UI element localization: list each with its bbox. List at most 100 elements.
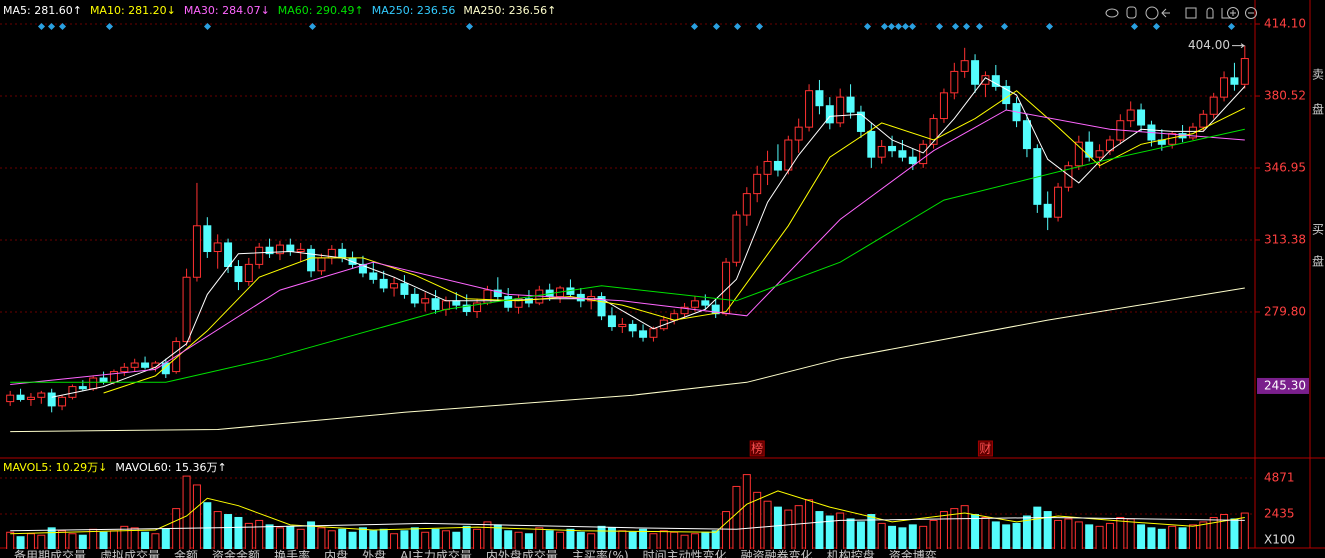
y-tick-label: 380.52 — [1264, 89, 1306, 103]
volume-bar — [203, 502, 212, 551]
event-marker — [863, 22, 872, 31]
candle-body — [390, 283, 399, 289]
volume-bar — [286, 525, 295, 551]
candle-body — [6, 394, 15, 403]
volume-bar — [141, 531, 150, 551]
lock-icon[interactable] — [1206, 7, 1214, 19]
max-label: 404.00 — [1188, 38, 1230, 52]
candle-body — [369, 272, 378, 280]
candle-body — [639, 330, 648, 338]
volume-bar — [1178, 527, 1187, 551]
volume-bar — [680, 534, 689, 551]
candle-body — [493, 289, 502, 298]
zoom-icon[interactable] — [1185, 7, 1197, 19]
tab[interactable]: 内盘 — [324, 549, 349, 558]
back-icon[interactable] — [1161, 8, 1170, 18]
candle-body — [192, 225, 201, 278]
candle-body — [275, 244, 284, 255]
volume-bar — [182, 475, 191, 551]
candle-body — [846, 96, 855, 113]
volume-bar — [1147, 527, 1156, 551]
tab[interactable]: 主买率(%) — [571, 549, 629, 558]
volume-bar — [576, 531, 585, 551]
volume-bar — [1116, 516, 1125, 551]
volume-bar — [1168, 525, 1177, 551]
candle-body — [971, 60, 980, 85]
hand-icon[interactable] — [1126, 6, 1137, 19]
volume-bar — [722, 511, 731, 551]
tab[interactable]: 内外盘成交量 — [485, 549, 558, 558]
candle-body — [410, 293, 419, 304]
candle-body — [784, 139, 793, 171]
candle-body — [950, 70, 959, 94]
volume-bar — [224, 514, 233, 551]
legend-entry: MA10: 281.20↓ — [89, 4, 176, 17]
volume-bar — [742, 474, 751, 551]
candle-body — [742, 193, 751, 216]
y-tick-label: 414.10 — [1264, 17, 1306, 31]
indicator-tabs: 备用期成交量 虚拟成交量 金额 资金金额 换手率 内盘 外盘 AI主力成交量 内外盘成交量 主买率… — [0, 549, 1255, 558]
candle-body — [99, 377, 108, 383]
candle-body — [690, 300, 699, 308]
candle-body — [815, 90, 824, 107]
tab[interactable]: 融资融券变化 — [740, 549, 813, 558]
tab[interactable]: 机构控盘 — [826, 549, 875, 558]
ma-line — [103, 90, 1246, 394]
volume-bar — [856, 521, 865, 551]
candle-body — [888, 145, 897, 152]
candle-body — [1168, 133, 1177, 145]
candle-body — [58, 396, 67, 407]
plus-icon[interactable] — [1227, 7, 1239, 19]
volume-bar — [836, 512, 845, 551]
y-tick-label: 313.38 — [1264, 232, 1306, 246]
tab[interactable]: 资金博弈 — [888, 549, 937, 558]
max-arrow — [1232, 43, 1246, 49]
candle-body — [234, 266, 243, 283]
candle-body — [1137, 109, 1146, 126]
tab[interactable]: 金额 — [174, 549, 199, 558]
tab[interactable]: 换手率 — [274, 549, 311, 558]
eye-icon[interactable] — [1105, 8, 1119, 18]
candle-body — [1220, 77, 1229, 98]
candle-body — [1230, 77, 1239, 85]
volume-bar — [545, 530, 554, 551]
tab[interactable]: 备用期成交量 — [14, 549, 87, 558]
volume-bar — [659, 530, 668, 551]
volume-bar — [929, 519, 938, 551]
candle-body — [763, 160, 772, 175]
event-marker — [465, 22, 474, 31]
volume-bar — [78, 534, 87, 551]
event-marker — [975, 22, 984, 31]
tab[interactable]: 时间主动性变化 — [642, 549, 727, 558]
minus-icon[interactable] — [1245, 7, 1257, 19]
candle-body — [255, 246, 264, 265]
candle-body — [400, 283, 409, 295]
volume-bar — [452, 531, 461, 551]
play-icon[interactable] — [1145, 6, 1159, 20]
candle-body — [1022, 120, 1031, 150]
chart-icon[interactable] — [1221, 8, 1232, 19]
volume-bar — [327, 530, 336, 551]
tab[interactable]: 资金金额 — [212, 549, 261, 558]
candle-body — [452, 300, 461, 306]
volume-bar — [794, 505, 803, 551]
event-badge-label: 财 — [979, 442, 991, 456]
candle-body — [856, 111, 865, 132]
volume-bar — [348, 531, 357, 551]
candle-body — [701, 300, 710, 306]
volume-bar — [483, 521, 492, 551]
event-badge — [977, 440, 993, 457]
candle-body — [680, 306, 689, 315]
volume-bar — [908, 524, 917, 551]
candle-body — [307, 248, 316, 272]
event-marker — [37, 22, 46, 31]
volume-bar — [888, 525, 897, 551]
tab[interactable]: 虚拟成交量 — [100, 549, 161, 558]
event-marker — [894, 22, 903, 31]
tab[interactable]: 外盘 — [362, 549, 387, 558]
candle-body — [919, 143, 928, 165]
candle-body — [462, 304, 471, 313]
tab[interactable]: AI主力成交量 — [400, 549, 472, 558]
